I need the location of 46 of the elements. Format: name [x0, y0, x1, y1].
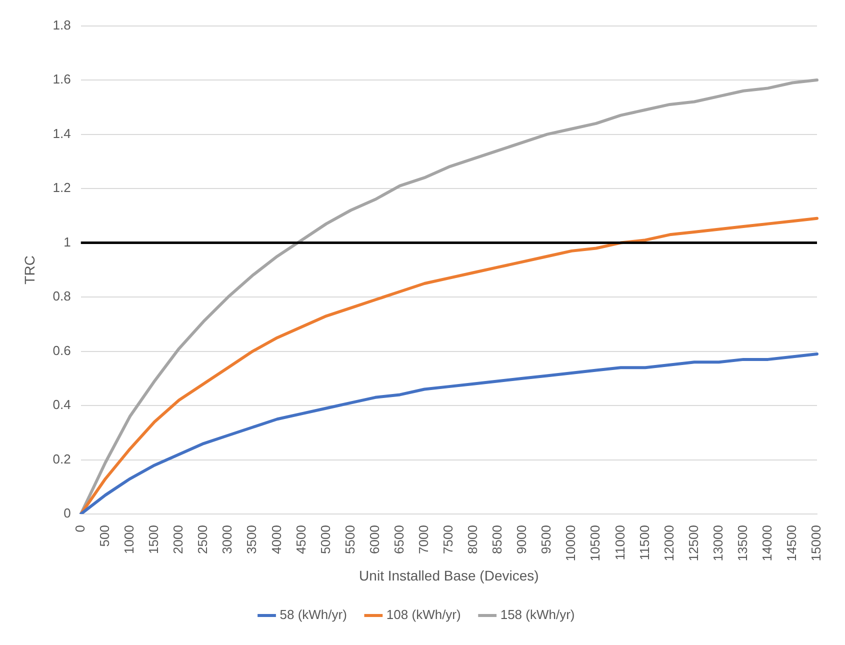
- y-tick-label: 0.6: [52, 342, 71, 358]
- x-tick-label: 1000: [122, 525, 137, 554]
- x-tick-label: 14000: [760, 525, 775, 562]
- y-tick-label: 1.2: [52, 180, 71, 196]
- x-tick-label: 12500: [686, 525, 701, 562]
- y-tick-label: 0.8: [52, 288, 71, 304]
- y-tick-label: 1.6: [52, 72, 71, 87]
- x-tick-label: 15000: [808, 525, 824, 562]
- y-axis-title: TRC: [21, 256, 38, 284]
- x-axis-title: Unit Installed Base (Devices): [359, 567, 539, 584]
- x-tick-label: 4500: [293, 525, 308, 554]
- x-tick-label: 2000: [170, 525, 186, 554]
- x-tick-label: 11000: [612, 525, 628, 560]
- legend-label: 108 (kWh/yr): [386, 607, 461, 622]
- x-tick-label: 9500: [538, 525, 554, 554]
- x-tick-label: 6500: [391, 525, 406, 554]
- x-tick-label: 0: [72, 525, 88, 532]
- y-tick-label: 1.4: [52, 126, 71, 141]
- x-tick-label: 14500: [784, 525, 800, 562]
- y-tick-label: 1.8: [52, 17, 71, 32]
- x-tick-label: 3500: [244, 525, 260, 554]
- x-tick-label: 10500: [588, 525, 603, 562]
- x-tick-label: 6000: [366, 525, 382, 554]
- x-tick-label: 9000: [514, 525, 530, 554]
- x-tick-label: 12000: [661, 525, 676, 562]
- legend-label: 58 (kWh/yr): [280, 607, 347, 622]
- y-tick-label: 0: [64, 506, 71, 521]
- x-tick-label: 8500: [490, 525, 505, 554]
- x-tick-label: 500: [96, 525, 112, 547]
- x-tick-label: 2500: [195, 525, 210, 554]
- x-tick-label: 13000: [710, 525, 726, 562]
- x-tick-label: 11500: [636, 525, 652, 560]
- x-tick-label: 5000: [318, 525, 333, 554]
- x-tick-label: 10000: [563, 525, 578, 562]
- legend-label: 158 (kWh/yr): [500, 607, 575, 622]
- x-tick-label: 5500: [342, 525, 358, 554]
- y-tick-label: 0.4: [52, 397, 71, 412]
- x-tick-label: 4000: [268, 525, 284, 554]
- x-tick-label: 7000: [416, 525, 431, 554]
- y-tick-label: 1: [64, 234, 71, 250]
- x-tick-label: 13500: [734, 525, 750, 562]
- y-tick-label: 0.2: [52, 451, 71, 466]
- x-tick-label: 1500: [146, 525, 162, 554]
- x-tick-label: 8000: [465, 525, 480, 554]
- x-tick-label: 7500: [440, 525, 456, 554]
- x-tick-label: 3000: [220, 525, 235, 554]
